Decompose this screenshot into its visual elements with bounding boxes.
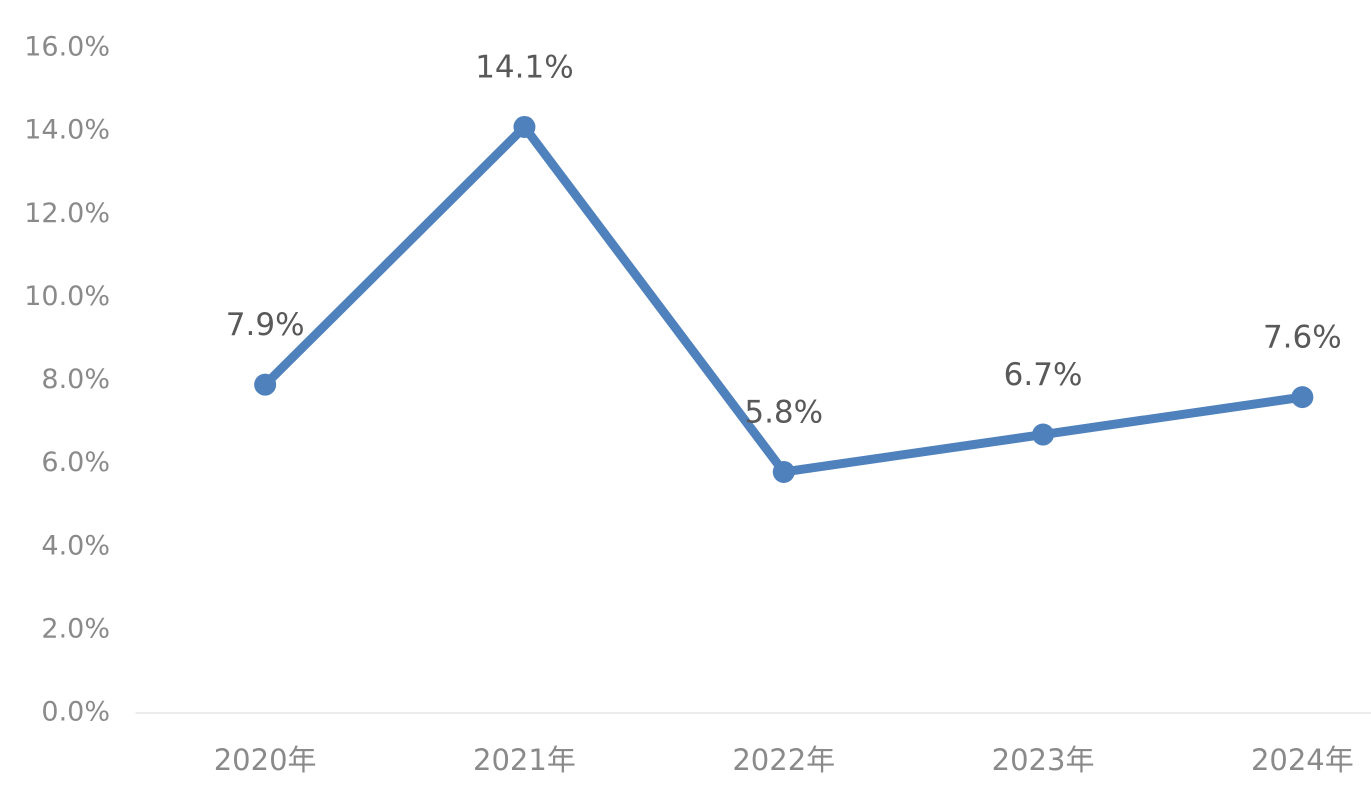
y-tick-label: 2.0% [41, 613, 110, 644]
data-label: 7.9% [226, 307, 305, 343]
y-tick-label: 6.0% [41, 447, 110, 478]
data-point [772, 460, 795, 483]
data-point [1291, 386, 1314, 409]
data-label: 7.6% [1263, 320, 1342, 356]
x-tick-label: 2023年 [992, 743, 1095, 777]
data-point [254, 373, 277, 396]
y-tick-label: 10.0% [24, 281, 110, 312]
data-label: 6.7% [1004, 357, 1083, 393]
y-tick-label: 16.0% [24, 32, 110, 63]
data-label: 5.8% [744, 394, 823, 430]
y-tick-label: 12.0% [24, 198, 110, 229]
x-tick-label: 2024年 [1251, 743, 1354, 777]
x-tick-label: 2020年 [214, 743, 317, 777]
data-point [513, 115, 536, 138]
y-tick-label: 14.0% [24, 115, 110, 146]
y-tick-label: 0.0% [41, 697, 110, 728]
x-tick-label: 2021年 [473, 743, 576, 777]
data-point [1032, 423, 1055, 446]
x-tick-label: 2022年 [732, 743, 835, 777]
y-tick-label: 4.0% [41, 530, 110, 561]
y-tick-label: 8.0% [41, 364, 110, 395]
data-label: 14.1% [475, 49, 573, 85]
